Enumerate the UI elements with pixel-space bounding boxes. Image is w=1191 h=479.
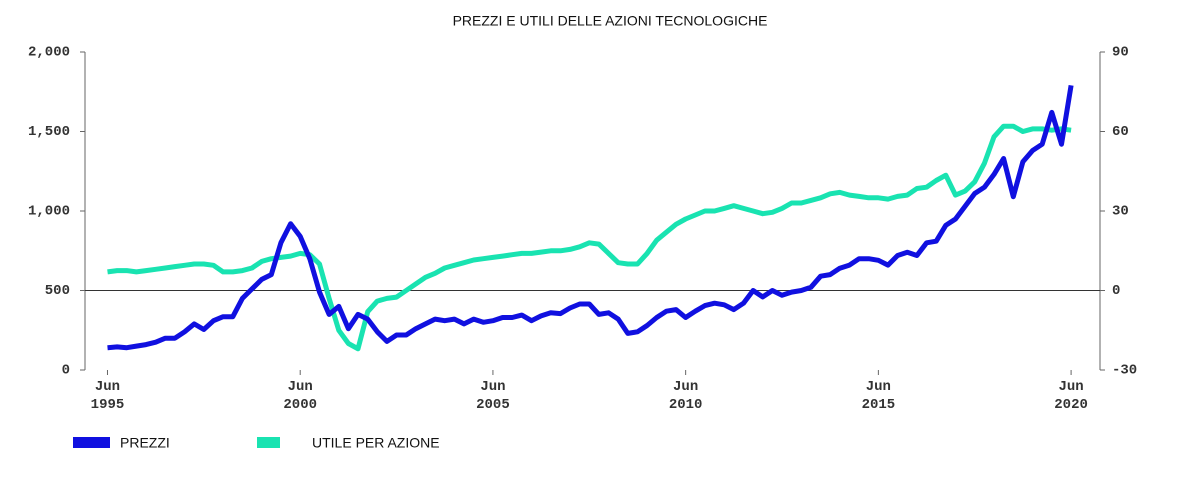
- y2-tick-label: -30: [1112, 363, 1137, 379]
- y2-tick-label: 0: [1112, 283, 1120, 299]
- line-series: [107, 84, 1074, 351]
- y2-tick-label: 30: [1112, 204, 1129, 220]
- y-tick-label: 0: [62, 363, 70, 379]
- y-tick-label: 2,000: [28, 45, 70, 61]
- y-tick-label: 1,000: [28, 204, 70, 220]
- legend-swatch: [73, 437, 110, 448]
- x-tick-label: Jun 2005: [476, 379, 510, 413]
- line-series: [107, 123, 1072, 352]
- chart-title: PREZZI E UTILI DELLE AZIONI TECNOLOGICHE: [453, 13, 768, 29]
- x-tick-label: Jun 2020: [1054, 379, 1088, 413]
- legend-label: PREZZI: [120, 435, 170, 451]
- y-tick-label: 1,500: [28, 124, 70, 140]
- x-tick-label: Jun 2015: [862, 379, 896, 413]
- legend-label: UTILE PER AZIONE: [312, 435, 440, 451]
- x-tick-label: Jun 1995: [91, 379, 125, 413]
- y2-tick-label: 90: [1112, 45, 1129, 61]
- y2-tick-label: 60: [1112, 124, 1129, 140]
- x-tick-label: Jun 2010: [669, 379, 703, 413]
- y-tick-label: 500: [45, 283, 70, 299]
- legend-swatch: [257, 437, 280, 448]
- x-tick-label: Jun 2000: [283, 379, 317, 413]
